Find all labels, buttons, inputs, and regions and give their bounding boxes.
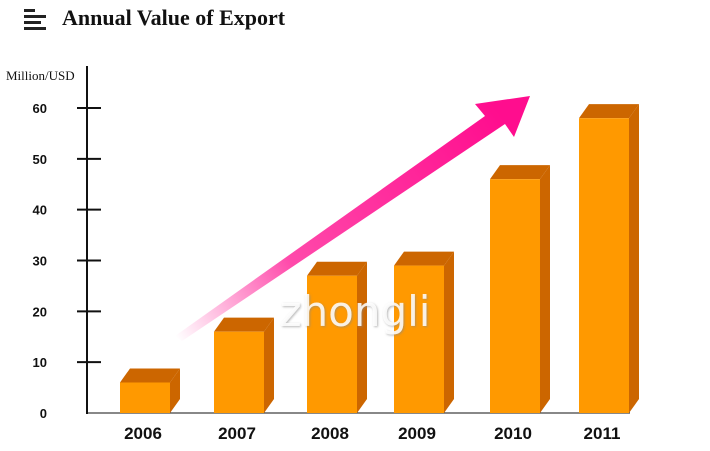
chart-header: Annual Value of Export [24,3,285,33]
x-tick-label: 2006 [124,424,162,443]
bar-front [214,331,264,413]
bar-front [579,118,629,414]
bar-top [490,165,550,180]
bar-side [629,104,639,414]
y-axis-label: Million/USD [6,68,75,83]
bar-front [490,179,540,413]
watermark: zhongli [280,287,431,336]
bar-side [170,368,180,413]
x-tick-label: 2010 [494,424,532,443]
bar [307,261,367,413]
bar [490,165,550,413]
bar-side [357,261,367,413]
x-tick-label: 2007 [218,424,256,443]
bar-top [120,368,180,383]
bar-side [264,317,274,413]
bar-top [307,261,367,276]
bar-top [214,317,274,332]
y-tick-label: 10 [33,355,47,370]
bar-front [307,275,357,413]
menu-icon[interactable] [24,8,46,30]
x-tick-labels: 2006 2007 2008 2009 2010 2011 [124,424,620,443]
y-tick-label: 0 [40,406,47,421]
bar [394,251,454,413]
y-tick-label: 50 [33,152,47,167]
y-tick-label: 20 [33,304,47,319]
trend-arrow [175,96,530,341]
bar-front [120,382,170,413]
bar-side [540,165,550,413]
bar-top [394,251,454,266]
y-ticks: 0 10 20 30 40 50 60 [33,101,101,421]
bars [120,104,639,414]
y-tick-label: 40 [33,203,47,218]
x-tick-label: 2008 [311,424,349,443]
bar-front [394,265,444,413]
bar [120,368,180,413]
y-tick-label: 30 [33,254,47,269]
chart-title: Annual Value of Export [62,5,286,30]
bar [579,104,639,414]
x-tick-label: 2011 [584,424,621,443]
x-tick-label: 2009 [398,424,436,443]
bar-top [579,104,639,119]
y-tick-label: 60 [33,101,47,116]
bar [214,317,274,413]
bar-side [444,251,454,413]
